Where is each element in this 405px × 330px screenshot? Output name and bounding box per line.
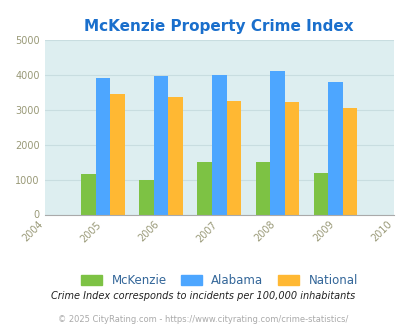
Bar	[211, 76, 226, 214]
Bar	[81, 174, 95, 214]
Bar	[110, 94, 124, 214]
Bar	[168, 97, 182, 214]
Bar	[342, 108, 356, 214]
Bar	[139, 180, 153, 214]
Bar	[226, 101, 241, 214]
Bar	[255, 162, 269, 214]
Bar	[313, 173, 328, 214]
Text: Crime Index corresponds to incidents per 100,000 inhabitants: Crime Index corresponds to incidents per…	[51, 291, 354, 301]
Text: © 2025 CityRating.com - https://www.cityrating.com/crime-statistics/: © 2025 CityRating.com - https://www.city…	[58, 315, 347, 324]
Bar	[269, 71, 284, 214]
Legend: McKenzie, Alabama, National: McKenzie, Alabama, National	[76, 269, 362, 292]
Bar	[284, 102, 298, 214]
Bar	[153, 76, 168, 214]
Bar	[197, 162, 211, 214]
Bar	[95, 78, 110, 214]
Title: McKenzie Property Crime Index: McKenzie Property Crime Index	[84, 19, 353, 34]
Bar	[328, 82, 342, 214]
